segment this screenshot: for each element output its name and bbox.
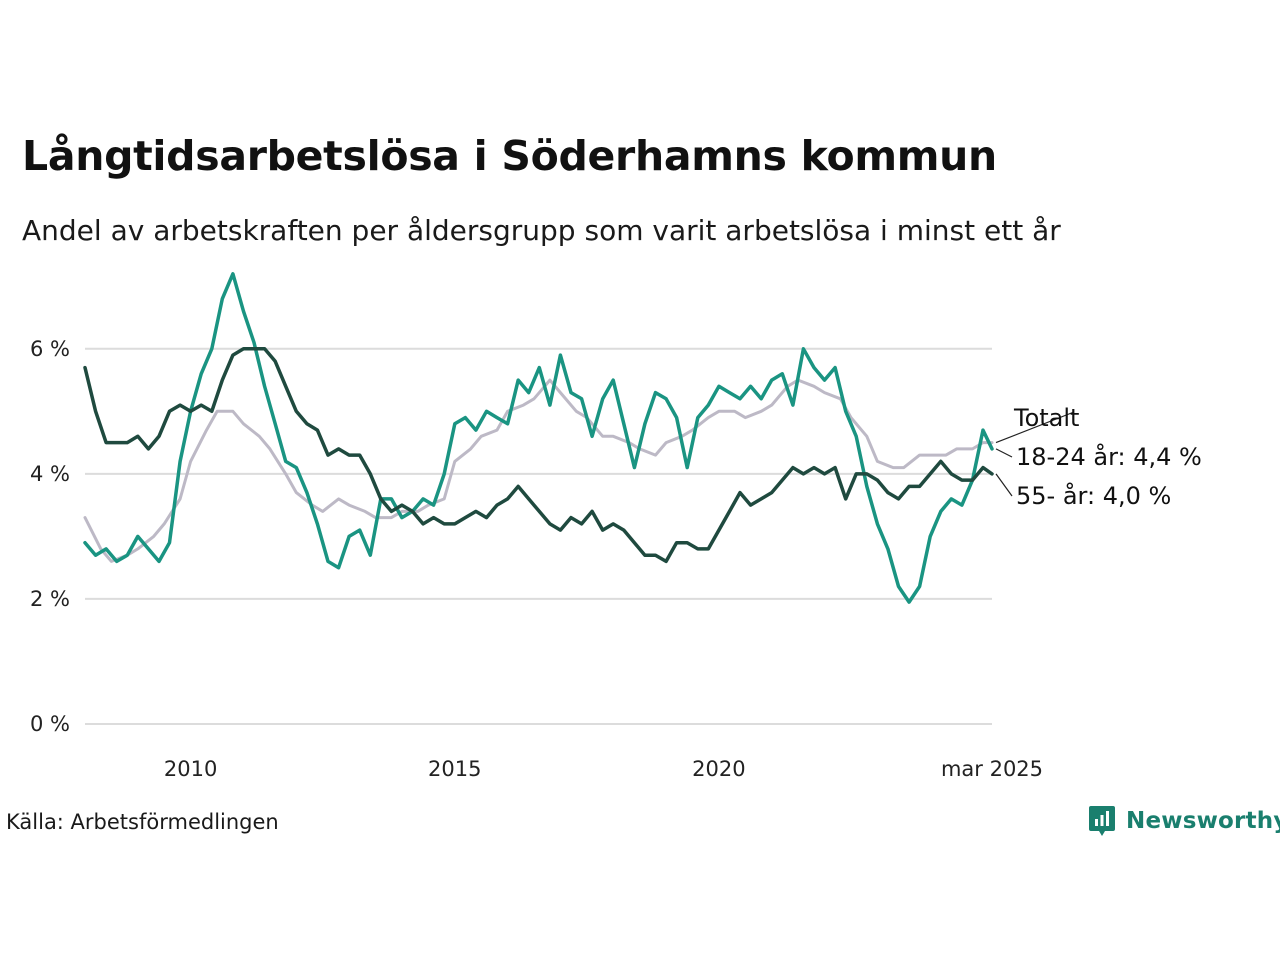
chart-subtitle: Andel av arbetskraften per åldersgrupp s… [22,214,1061,247]
y-tick-label: 0 % [30,712,70,736]
newsworthy-logo[interactable]: Newsworthy [1088,803,1280,839]
chart-title: Långtidsarbetslösa i Söderhamns kommun [22,132,997,180]
series-line-55-r [83,347,994,564]
y-tick-label: 6 % [30,337,70,361]
y-tick-label: 2 % [30,587,70,611]
series-end-label: 55- år: 4,0 % [1016,481,1171,510]
y-axis-ticks: 0 % 2 % 4 % 6 % [30,337,70,736]
newsworthy-logo-icon [1089,806,1115,836]
gridlines [85,347,992,725]
x-tick-label: 2010 [164,757,217,781]
x-tick-label: 2020 [692,757,745,781]
x-tick-label: 2015 [428,757,481,781]
label-leader-line [995,473,1013,497]
series-line-totalt [83,378,994,563]
series-labels: Totalt 18-24 år: 4,4 % 55- år: 4,0 % [995,404,1202,510]
source-note: Källa: Arbetsförmedlingen [6,810,279,834]
label-leader-line [995,448,1013,458]
label-leader-line [995,411,1075,444]
brand-name: Newsworthy [1126,808,1280,834]
series-end-label: Totalt [1013,404,1079,432]
series-lines [83,272,994,604]
series-end-label: 18-24 år: 4,4 % [1016,442,1202,471]
series-line-18-24-r [83,272,994,604]
y-tick-label: 4 % [30,462,70,486]
x-axis-ticks: 2010 2015 2020 mar 2025 [164,757,1043,781]
x-tick-label: mar 2025 [941,757,1043,781]
